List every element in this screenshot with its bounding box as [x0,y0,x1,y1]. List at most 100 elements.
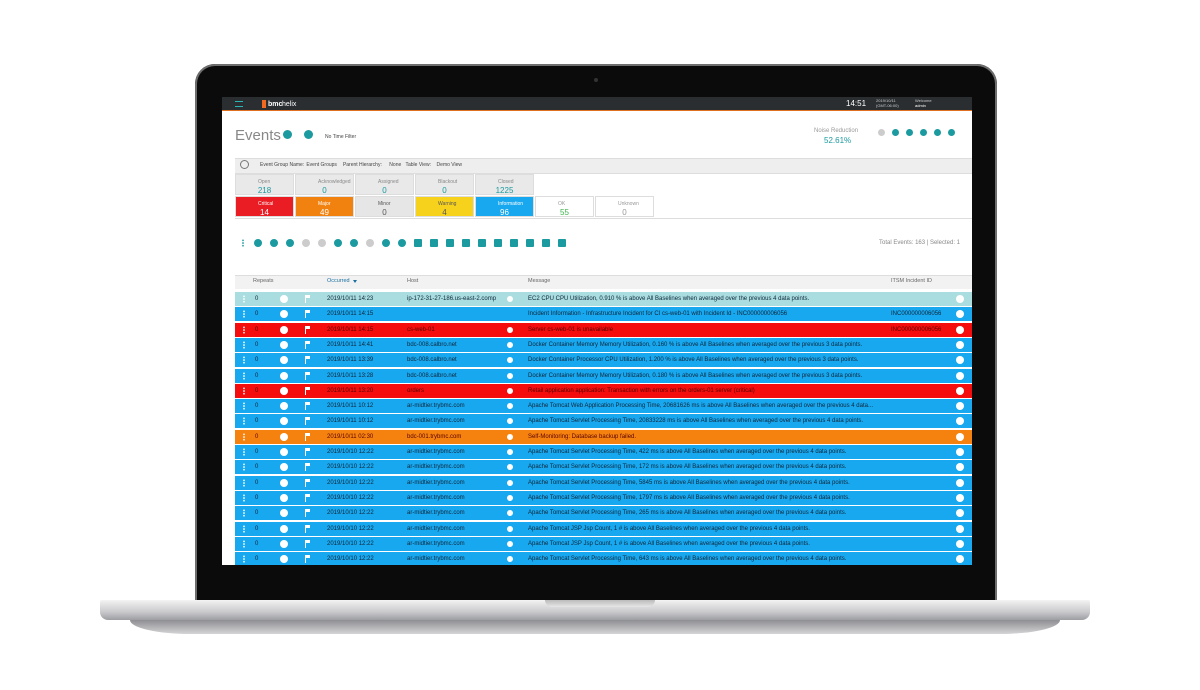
status-tile[interactable]: Blackout 0 [415,174,474,195]
expand-button[interactable] [956,371,964,380]
event-row[interactable]: 0 2019/10/11 14:41 bdc-008.calbro.net Docke… [235,337,972,352]
flag-icon[interactable] [305,325,310,334]
row-menu[interactable] [243,432,245,441]
flag-icon[interactable] [305,524,310,533]
header-icon[interactable] [934,129,941,136]
more-menu[interactable] [242,239,244,247]
event-row[interactable]: 0 2019/10/11 14:15 cs-web-01 Server cs-web-… [235,322,972,337]
expand-button[interactable] [956,386,964,395]
action-icon[interactable] [526,239,534,247]
flag-icon[interactable] [305,340,310,349]
event-row[interactable]: 0 2019/10/11 02:30 bdc-001.trybmc.com Self-… [235,429,972,444]
action-icon[interactable] [302,239,310,247]
expand-button[interactable] [956,356,964,365]
action-icon[interactable] [382,239,390,247]
severity-tile[interactable]: OK 55 [535,196,594,217]
menu-button[interactable] [235,101,243,107]
expand-button[interactable] [956,539,964,548]
status-tile[interactable]: Closed 1225 [475,174,534,195]
incident-id[interactable]: INC000000006056 [891,311,942,318]
row-menu[interactable] [243,417,245,426]
action-icon[interactable] [494,239,502,247]
action-icon[interactable] [254,239,262,247]
row-menu[interactable] [243,295,245,303]
event-row[interactable]: 0 2019/10/11 13:39 bdc-008.calbro.net Docke… [235,353,972,368]
action-icon[interactable] [350,239,358,247]
icon[interactable] [283,130,292,139]
flag-icon[interactable] [305,509,310,518]
header-icon[interactable] [948,129,955,136]
header-icon[interactable] [878,129,885,136]
row-menu[interactable] [243,356,245,365]
expand-button[interactable] [956,448,964,456]
event-row[interactable]: 0 2019/10/10 12:22 ar-midtier.trybmc.com Ap… [235,490,972,505]
flag-icon[interactable] [305,539,310,548]
flag-icon[interactable] [305,493,310,502]
event-row[interactable]: 0 2019/10/10 12:22 ar-midtier.trybmc.com Ap… [235,536,972,551]
status-tile[interactable]: Acknowledged 0 [295,174,354,195]
row-menu[interactable] [243,371,245,380]
row-menu[interactable] [243,539,245,548]
column-label[interactable]: Occurred [327,278,350,284]
event-row[interactable]: 0 2019/10/10 12:22 ar-midtier.trybmc.com Ap… [235,475,972,490]
action-icon[interactable] [430,239,438,247]
row-menu[interactable] [243,386,245,395]
event-row[interactable]: 0 2019/10/10 12:22 ar-midtier.trybmc.com Ap… [235,460,972,475]
row-menu[interactable] [243,463,245,472]
icon[interactable] [304,130,313,139]
row-menu[interactable] [243,509,245,518]
severity-tile[interactable]: Major 49 [295,196,354,217]
action-icon[interactable] [478,239,486,247]
expand-button[interactable] [956,402,964,411]
sort-arrow[interactable] [353,280,357,283]
filter-value[interactable]: Demo View [436,162,463,168]
row-menu[interactable] [243,402,245,411]
status-tile[interactable]: Open 218 [235,174,294,195]
flag-icon[interactable] [305,402,310,411]
filter-icon[interactable] [240,160,249,169]
expand-button[interactable] [956,509,964,518]
row-menu[interactable] [243,310,245,319]
expand-button[interactable] [956,432,964,441]
header-icon[interactable] [892,129,899,136]
flag-icon[interactable] [305,386,310,395]
column-label[interactable]: Message [528,278,551,284]
action-icon[interactable] [446,239,454,247]
flag-icon[interactable] [305,295,310,303]
expand-button[interactable] [956,478,964,487]
severity-tile[interactable]: Unknown 0 [595,196,654,217]
expand-button[interactable] [956,295,964,303]
expand-button[interactable] [956,417,964,426]
flag-icon[interactable] [305,478,310,487]
expand-button[interactable] [956,524,964,533]
action-icon[interactable] [398,239,406,247]
row-menu[interactable] [243,478,245,487]
event-row[interactable]: 0 2019/10/10 12:22 ar-midtier.trybmc.com Ap… [235,445,972,459]
flag-icon[interactable] [305,371,310,380]
row-menu[interactable] [243,493,245,502]
time-filter[interactable]: No Time Filter [325,134,357,140]
row-menu[interactable] [243,555,245,564]
expand-button[interactable] [956,325,964,334]
expand-button[interactable] [956,310,964,319]
action-icon[interactable] [318,239,326,247]
flag-icon[interactable] [305,463,310,472]
event-row[interactable]: 0 2019/10/11 13:28 bdc-008.calbro.net Docke… [235,368,972,383]
action-icon[interactable] [414,239,422,247]
flag-icon[interactable] [305,432,310,441]
expand-button[interactable] [956,340,964,349]
flag-icon[interactable] [305,310,310,319]
severity-tile[interactable]: Information 96 [475,196,534,217]
severity-tile[interactable]: Critical 14 [235,196,294,217]
event-row[interactable]: 0 2019/10/11 14:23 ip-172-31-27-186.us-eas… [235,292,972,306]
expand-button[interactable] [956,463,964,472]
filter-value[interactable]: Event Groups [306,162,337,168]
event-row[interactable]: 0 2019/10/11 10:12 ar-midtier.trybmc.com Ap… [235,414,972,429]
event-row[interactable]: 0 2019/10/11 14:15 Incident Information - … [235,307,972,322]
flag-icon[interactable] [305,356,310,365]
row-menu[interactable] [243,448,245,456]
action-icon[interactable] [334,239,342,247]
column-label[interactable]: Host [407,278,419,284]
action-icon[interactable] [286,239,294,247]
event-row[interactable]: 0 2019/10/11 10:12 ar-midtier.trybmc.com Ap… [235,399,972,414]
